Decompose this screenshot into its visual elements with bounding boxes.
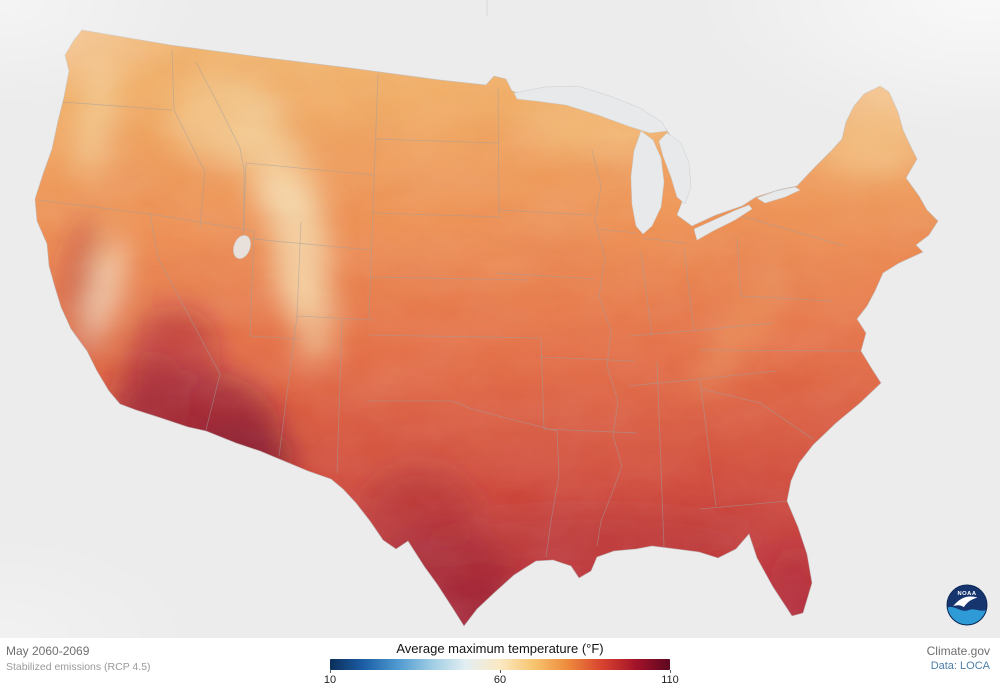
temperature-legend: Average maximum temperature (°F) 10 60 1… xyxy=(324,641,679,686)
scenario-label: Stabilized emissions (RCP 4.5) xyxy=(6,661,151,673)
footer-left: May 2060-2069 Stabilized emissions (RCP … xyxy=(6,644,151,673)
tick-mark xyxy=(330,670,331,673)
tick-label-min: 10 xyxy=(323,674,337,686)
noaa-logo: NOAA xyxy=(946,584,988,626)
colorbar xyxy=(330,659,670,670)
tick-label-max: 110 xyxy=(661,674,679,686)
tick-mark xyxy=(670,670,671,673)
footer-right: Climate.gov Data: LOCA xyxy=(927,644,990,672)
noaa-sea xyxy=(947,607,987,625)
us-temperature-map xyxy=(34,0,939,627)
noaa-seagull-icon xyxy=(953,596,978,608)
lake-huron xyxy=(658,132,692,205)
lake-ontario xyxy=(756,186,801,204)
state-borders xyxy=(37,49,863,558)
footer: May 2060-2069 Stabilized emissions (RCP … xyxy=(0,638,1000,690)
data-credit: Data: LOCA xyxy=(930,660,990,672)
tick-mark xyxy=(500,670,501,673)
colorbar-ticks: 10 60 110 xyxy=(324,670,679,686)
great-lakes xyxy=(233,85,801,259)
map-area xyxy=(0,0,1000,638)
noaa-label: NOAA xyxy=(957,591,976,597)
tick-label-mid: 60 xyxy=(493,674,507,686)
site-credit: Climate.gov xyxy=(926,644,990,658)
us-outline xyxy=(34,29,939,627)
lake-michigan xyxy=(630,130,665,235)
temperature-surface xyxy=(35,30,938,626)
period-label: May 2060-2069 xyxy=(6,644,90,658)
lake-superior xyxy=(513,85,668,134)
legend-title: Average maximum temperature (°F) xyxy=(396,641,604,656)
great-salt-lake xyxy=(233,235,251,259)
lake-erie xyxy=(693,204,753,241)
